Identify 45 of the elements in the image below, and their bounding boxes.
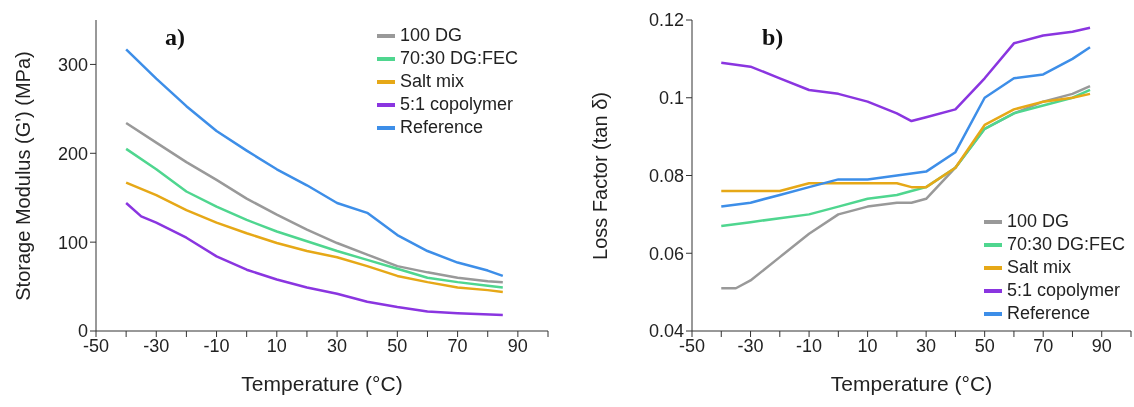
legend-label: 100 DG xyxy=(1006,211,1069,232)
x-axis-title: Temperature (°C) xyxy=(830,372,993,395)
x-tick-label: 70 xyxy=(447,335,468,356)
x-tick-label: -10 xyxy=(203,335,230,356)
y-tick-label: 300 xyxy=(57,54,88,75)
legend-label: 5:1 copolymer xyxy=(1006,280,1121,301)
x-axis-title: Temperature (°C) xyxy=(241,372,403,395)
legend-label: 100 DG xyxy=(399,25,462,46)
x-tick-label: -30 xyxy=(737,335,764,356)
x-tick-label: 10 xyxy=(857,335,878,356)
x-tick-label: 30 xyxy=(327,335,348,356)
legend-label: 70:30 DG:FEC xyxy=(1006,234,1125,255)
x-tick-label: 70 xyxy=(1033,335,1054,356)
y-tick-label: 0.08 xyxy=(648,165,684,186)
line-series xyxy=(124,201,505,317)
x-tick-label: 90 xyxy=(507,335,528,356)
line-series xyxy=(720,26,1092,123)
legend-label: Reference xyxy=(399,117,484,138)
legend-label: 5:1 copolymer xyxy=(399,94,514,115)
x-tick-label: 50 xyxy=(974,335,995,356)
x-tick-label: 50 xyxy=(387,335,408,356)
y-tick-label: 0.06 xyxy=(648,243,684,264)
x-tick-label: -10 xyxy=(796,335,823,356)
legend-label: 70:30 DG:FEC xyxy=(399,48,518,69)
annotation: b) xyxy=(762,24,784,51)
y-tick-label: 200 xyxy=(57,143,88,164)
line-series xyxy=(124,181,505,294)
line-series xyxy=(124,147,505,289)
line-series xyxy=(720,92,1092,193)
y-tick-label: 100 xyxy=(57,232,88,253)
y-tick-label: 0 xyxy=(77,321,88,342)
x-tick-label: 90 xyxy=(1091,335,1112,356)
legend-label: Salt mix xyxy=(399,71,464,92)
y-axis-title: Storage Modulus (G') (MPa) xyxy=(11,50,35,301)
legend-label: Salt mix xyxy=(1006,257,1071,278)
line-series xyxy=(124,121,505,284)
x-tick-label: 10 xyxy=(266,335,287,356)
y-tick-label: 0.12 xyxy=(648,10,684,31)
x-tick-label: 30 xyxy=(916,335,937,356)
y-axis-title: Loss Factor (tan δ) xyxy=(588,91,612,260)
x-tick-label: -30 xyxy=(143,335,170,356)
legend-label: Reference xyxy=(1006,303,1091,324)
y-tick-label: 0.1 xyxy=(658,88,684,109)
y-tick-label: 0.04 xyxy=(648,321,684,342)
annotation: a) xyxy=(165,24,185,51)
